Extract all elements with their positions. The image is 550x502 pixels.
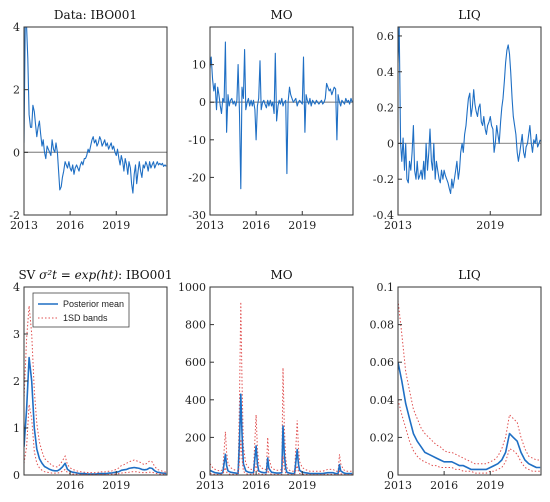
x-tick-label: 2016 (242, 219, 270, 232)
plot-frame (397, 26, 542, 216)
series-upper (210, 301, 353, 472)
legend-box (32, 292, 130, 328)
y-tick-label: 200 (185, 431, 206, 444)
panel-title: MO (270, 268, 292, 282)
panel-p1: Data: IBO001 -2 0 2 4 2013 2016 2019 (9, 8, 168, 232)
y-tick-label: 3 (13, 328, 20, 341)
y-tick-label: 10 (192, 59, 206, 72)
series-data (210, 41, 353, 190)
y-tick-label: -10 (188, 134, 206, 147)
y-tick-label: 1 (13, 422, 20, 435)
x-tick-label: 2019 (476, 219, 504, 232)
x-tick-label: 2019 (102, 219, 130, 232)
panel-p4: SV σ²t = exp(ht): IBO001 0 1 2 3 4 2016 2019 Pos… (13, 268, 173, 492)
x-tick-label: 2016 (56, 479, 84, 492)
y-tick-label: 600 (185, 356, 206, 369)
y-tick-label: 0.02 (370, 431, 395, 444)
x-tick-label: 2016 (430, 479, 458, 492)
y-tick-label: 0.1 (377, 281, 395, 294)
y-tick-label: 0.04 (370, 394, 395, 407)
title-suffix: : IBO001 (118, 268, 172, 282)
panel-title: SV σ²t = exp(ht): IBO001 (18, 268, 172, 282)
series-lower (24, 404, 167, 475)
y-tick-label: 800 (185, 319, 206, 332)
x-tick-label: 2013 (384, 479, 412, 492)
series-mean (398, 362, 541, 471)
x-tick-label: 2019 (288, 219, 316, 232)
series-data (398, 27, 541, 195)
y-tick-label: -20 (188, 171, 206, 184)
legend: Posterior mean 1SD bands (32, 292, 130, 328)
title-math: σ²t = exp(ht) (39, 268, 118, 282)
x-tick-label: 2019 (288, 479, 316, 492)
panel-title: LIQ (458, 268, 481, 282)
y-tick-label: 0.2 (377, 102, 395, 115)
panel-p5: MO 0 200 400 600 800 1000 2013 2016 2019 (178, 268, 354, 492)
y-tick-label: 0 (13, 469, 20, 482)
series-lower (398, 399, 541, 474)
y-tick-label: 0 (199, 96, 206, 109)
panel-p6: LIQ 0 0.02 0.04 0.06 0.08 0.1 2013 2016 2019 (370, 268, 542, 492)
title-prefix: SV (18, 268, 39, 282)
series-mean (210, 393, 353, 475)
series-upper (398, 300, 541, 465)
panel-title: MO (270, 8, 292, 22)
y-tick-label: -0.4 (373, 209, 394, 222)
y-tick-label: 0 (13, 146, 20, 159)
plot-frame (209, 286, 354, 476)
legend-label-mean: Posterior mean (63, 299, 124, 309)
series-mean (24, 356, 167, 475)
y-tick-label: 2 (13, 84, 20, 97)
y-tick-label: 400 (185, 394, 206, 407)
y-tick-label: -0.2 (373, 173, 394, 186)
x-tick-label: 2019 (476, 479, 504, 492)
y-tick-label: -2 (9, 209, 20, 222)
series-data (24, 27, 167, 194)
plot-frame (209, 26, 354, 216)
x-tick-label: 2013 (196, 479, 224, 492)
y-tick-label: 0 (387, 469, 394, 482)
legend-label-band: 1SD bands (63, 313, 108, 323)
plot-frame (23, 26, 168, 216)
x-tick-label: 2013 (10, 219, 38, 232)
series-upper (24, 305, 167, 474)
panel-p3: LIQ -0.4 -0.2 0 0.2 0.4 0.6 2013 2019 (373, 8, 542, 232)
y-tick-label: 0.6 (377, 30, 395, 43)
x-tick-label: 2013 (196, 219, 224, 232)
y-tick-label: 0 (387, 137, 394, 150)
y-tick-label: 0.4 (377, 66, 395, 79)
panel-title: Data: IBO001 (54, 8, 137, 22)
panel-p2: MO -30 -20 -10 0 10 2013 2016 2019 (188, 8, 354, 232)
y-tick-label: 4 (13, 21, 20, 34)
x-tick-label: 2016 (56, 219, 84, 232)
x-tick-label: 2016 (242, 479, 270, 492)
x-tick-label: 2019 (102, 479, 130, 492)
y-tick-label: -30 (188, 209, 206, 222)
y-tick-label: 2 (13, 375, 20, 388)
x-tick-label: 2013 (384, 219, 412, 232)
y-tick-label: 0 (199, 469, 206, 482)
panel-title: LIQ (458, 8, 481, 22)
y-tick-label: 1000 (178, 281, 206, 294)
y-tick-label: 0.06 (370, 356, 395, 369)
y-tick-label: 4 (13, 281, 20, 294)
plot-frame (397, 286, 542, 476)
y-tick-label: 0.08 (370, 319, 395, 332)
